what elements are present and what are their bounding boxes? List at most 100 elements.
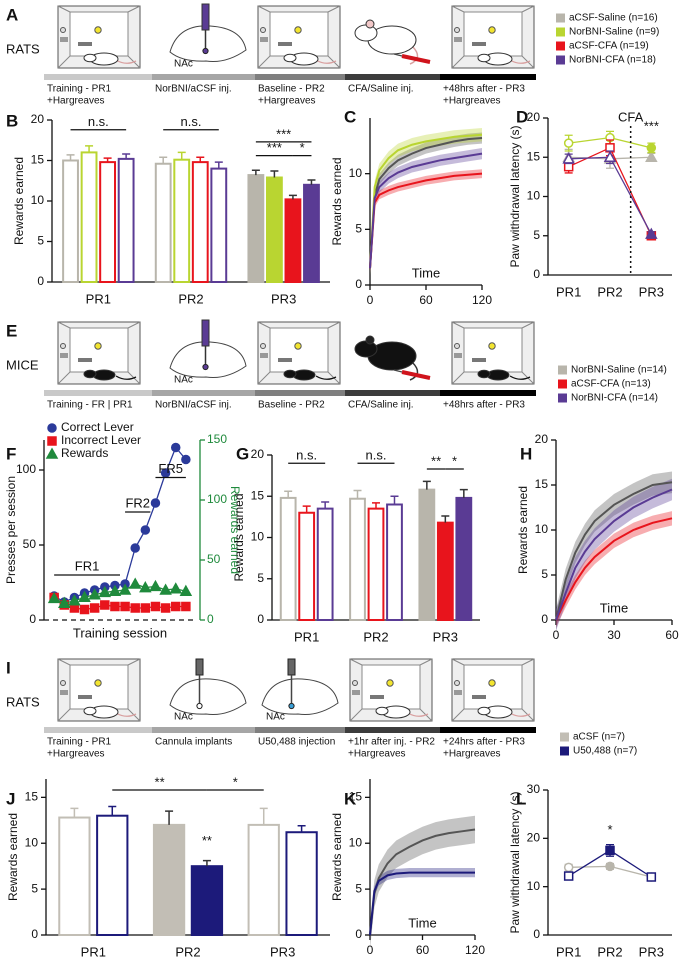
x-tick-label: PR3 <box>271 291 296 306</box>
error-bar <box>297 825 306 833</box>
syringe <box>401 370 431 380</box>
brain <box>169 678 247 715</box>
annotation: * <box>233 774 238 789</box>
y2-tick-label: 0 <box>207 612 214 626</box>
bar <box>117 157 135 284</box>
cue-light <box>454 680 460 686</box>
y-tick-label: 10 <box>349 835 363 849</box>
cue-light <box>454 27 460 33</box>
step-label: +Hargreaves <box>47 749 105 760</box>
error-bar <box>108 805 117 816</box>
marker <box>646 872 657 882</box>
y-tick-label: 10 <box>25 835 39 849</box>
timeline-segment <box>44 74 152 80</box>
cannula <box>195 658 204 676</box>
error-bar <box>122 153 131 159</box>
cannula <box>287 658 296 676</box>
legend-label: Correct Lever <box>61 420 134 434</box>
cue-light <box>488 342 496 350</box>
y-tick-label: 20 <box>527 831 541 845</box>
lever <box>60 353 68 358</box>
y-tick-label: 5 <box>533 228 540 242</box>
y-tick-label: 20 <box>31 112 45 126</box>
step-label: U50,488 injection <box>258 737 335 748</box>
y-axis-label: Rewards earned <box>330 157 344 245</box>
cue-light <box>454 343 460 349</box>
error-bar <box>422 480 431 490</box>
panel-letter: C <box>344 107 356 126</box>
timeline-segment <box>440 390 536 396</box>
marker <box>100 600 110 610</box>
cue-light <box>352 680 358 686</box>
chamber-wall <box>269 11 329 57</box>
animal-head <box>477 706 491 716</box>
target <box>202 363 209 371</box>
y-tick-label: 0 <box>29 612 36 626</box>
chamber-wall <box>361 664 421 710</box>
chamber-edge <box>257 5 341 69</box>
animal-head <box>354 24 378 42</box>
x-tick-label: PR3 <box>639 284 664 299</box>
syringe <box>401 54 431 64</box>
marker <box>563 138 574 148</box>
y-tick-label: 10 <box>251 530 265 544</box>
step-label: +Hargreaves <box>443 749 501 760</box>
x-axis-label: Time <box>412 265 440 280</box>
error-bar <box>202 859 211 867</box>
y-axis-label: Rewards earned <box>6 813 20 901</box>
y-tick-label: 15 <box>535 477 549 491</box>
annotation: ** <box>155 774 165 789</box>
annotation: n.s. <box>366 448 387 463</box>
cue-light <box>260 343 266 349</box>
marker <box>149 579 162 592</box>
marker <box>79 604 90 615</box>
panel-letter: E <box>6 321 17 340</box>
y-tick-label: 5 <box>541 567 548 581</box>
error-bar <box>66 154 75 161</box>
target <box>196 702 203 710</box>
x-tick-label: 0 <box>367 293 374 307</box>
step-label: +Hargreaves <box>443 96 501 107</box>
step-label: +Hargreaves <box>348 749 406 760</box>
series-line <box>369 172 483 269</box>
x-tick-label: 120 <box>472 293 492 307</box>
marker <box>139 581 152 593</box>
marker <box>150 498 161 508</box>
step-label: +1hr after inj. - PR2 <box>348 737 435 748</box>
y2-axis-label: Rewards earned <box>228 486 242 574</box>
series-line <box>555 488 673 621</box>
step-label: NorBNI/aCSF inj. <box>155 84 232 95</box>
species-label: RATS <box>6 694 40 709</box>
bar <box>285 831 318 936</box>
marker <box>128 577 142 589</box>
y-tick-label: 5 <box>355 222 362 236</box>
y-axis-label: Paw withdrawal latency (s) <box>508 791 522 933</box>
y-axis-label: Rewards earned <box>516 486 530 574</box>
bar <box>173 158 191 283</box>
bar <box>210 167 228 284</box>
timeline-segment <box>255 390 345 396</box>
y-tick-label: 20 <box>527 110 541 124</box>
error-bar <box>302 505 311 513</box>
chamber-wall <box>69 327 129 373</box>
marker <box>160 603 171 613</box>
lever <box>78 42 92 46</box>
legend-swatch <box>556 41 565 51</box>
needle <box>393 53 403 57</box>
step-label: +48hrs after - PR3 <box>443 84 525 95</box>
brain <box>169 25 247 62</box>
panel-letter: G <box>236 444 249 463</box>
cue-light <box>386 679 394 687</box>
x-axis-label: Training session <box>73 625 167 640</box>
marker <box>646 143 657 153</box>
x-tick-label: PR2 <box>597 284 622 299</box>
y-tick-label: 0 <box>31 927 38 941</box>
y-tick-label: 5 <box>37 234 44 248</box>
annotation: *** <box>276 126 291 141</box>
bar <box>316 507 334 621</box>
annotation: FR2 <box>125 495 150 510</box>
error-band <box>370 815 475 949</box>
panel-letter: A <box>6 5 18 24</box>
error-bar <box>251 169 260 176</box>
step-label: Cannula implants <box>155 737 232 748</box>
